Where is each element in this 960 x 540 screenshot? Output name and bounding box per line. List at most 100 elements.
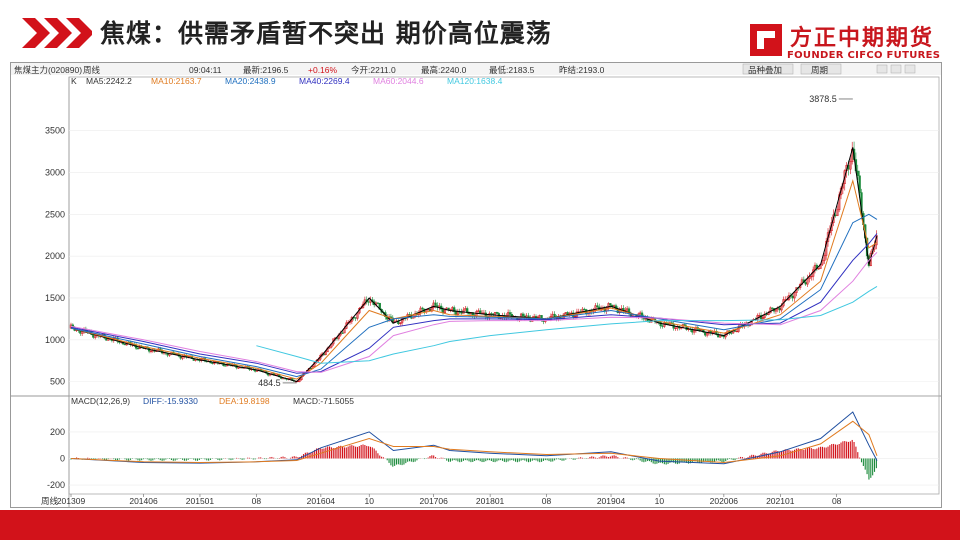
candle-body <box>521 313 525 317</box>
candle-body <box>843 170 846 184</box>
candle-body <box>787 295 791 300</box>
macd-value: MACD:-71.5055 <box>293 396 354 406</box>
candle-body <box>856 170 859 177</box>
candle-body <box>367 301 370 303</box>
x-tick-label: 201501 <box>186 496 215 506</box>
candle-body <box>508 312 512 315</box>
candle-body <box>704 331 707 336</box>
candle-body <box>224 365 227 367</box>
candle-body <box>823 255 826 261</box>
macd-dea: DEA:19.8198 <box>219 396 270 406</box>
footer-band <box>0 510 960 540</box>
candle-body <box>490 313 493 315</box>
candle-body <box>421 307 424 310</box>
macd-name: MACD(12,26,9) <box>71 396 130 406</box>
candle-body <box>298 379 301 382</box>
candle-body <box>804 282 807 285</box>
candle-body <box>123 343 127 346</box>
chart-window: 焦煤主力(020890) 周线 09:04:11 最新:2196.5 +0.16… <box>10 62 942 508</box>
panel-controls[interactable] <box>876 64 916 74</box>
ma-line-ma40 <box>70 233 878 374</box>
candle-body <box>583 308 586 310</box>
candle-body <box>810 276 813 278</box>
x-tick-label: 202101 <box>766 496 795 506</box>
price-annotation: 484.5 <box>258 378 281 388</box>
candle-body <box>341 332 344 334</box>
logo-english-name: FOUNDER CIFCO FUTURES <box>787 50 941 61</box>
legend-ma10: MA10:2163.7 <box>151 76 202 86</box>
x-tick-label: 08 <box>252 496 262 506</box>
candle-body <box>594 305 597 311</box>
price-tick-label: 2500 <box>45 209 65 219</box>
candle-body <box>332 338 335 345</box>
candle-body <box>849 161 852 170</box>
candle-body <box>624 309 627 311</box>
kline-chart: 焦煤主力(020890) 周线 09:04:11 最新:2196.5 +0.16… <box>11 63 941 507</box>
candle-body <box>769 307 772 314</box>
logo-chinese-name: 方正中期期货 <box>790 26 935 51</box>
candle-body <box>399 322 402 325</box>
ma-line-ma20 <box>70 213 878 378</box>
overlay-button[interactable]: 品种叠加 <box>742 63 794 75</box>
x-tick-label: 10 <box>655 496 665 506</box>
candle-body <box>771 307 774 309</box>
legend-ma20: MA20:2438.9 <box>225 76 276 86</box>
quote-high: 最高:2240.0 <box>421 65 467 75</box>
candle-body <box>573 316 577 318</box>
period-button[interactable]: 周期 <box>800 63 842 75</box>
legend-ma120: MA120:1638.4 <box>447 76 503 86</box>
price-tick-label: 1500 <box>45 293 65 303</box>
candle-body <box>806 278 809 285</box>
price-tick-label: 3000 <box>45 167 65 177</box>
candle-body <box>817 268 820 270</box>
macd-legend: MACD(12,26,9) DIFF:-15.9330 DEA:19.8198 … <box>71 396 354 406</box>
x-tick-label: 201801 <box>476 496 505 506</box>
candle-body <box>319 355 322 360</box>
x-tick-label: 10 <box>364 496 374 506</box>
price-tick-label: 500 <box>50 377 65 387</box>
x-tick-label: 201706 <box>420 496 449 506</box>
ma-line-ma10 <box>70 178 878 380</box>
candle-body <box>596 305 599 308</box>
candle-body <box>834 214 837 217</box>
x-tick-label: 201309 <box>57 496 86 506</box>
ma-line-ma5 <box>70 147 878 383</box>
price-tick-label: 1000 <box>45 335 65 345</box>
chevron-arrows-icon <box>22 18 92 48</box>
candle-body <box>454 311 458 315</box>
x-tick-label: 201604 <box>307 496 336 506</box>
candle-body <box>376 302 380 304</box>
candle-body <box>858 175 861 193</box>
candle-body <box>838 194 841 211</box>
x-tick-label: 201406 <box>129 496 158 506</box>
legend-ma40: MA40:2269.4 <box>299 76 350 86</box>
price-tick-label: 3500 <box>45 126 65 136</box>
candle-body <box>674 327 677 329</box>
macd-tick-label: -200 <box>47 480 65 490</box>
quote-time: 09:04:11 <box>189 65 222 75</box>
candle-body <box>237 367 240 369</box>
ma-legend: K MA5:2242.2 MA10:2163.7 MA20:2438.9 MA4… <box>71 76 503 86</box>
period-label: 周线 <box>83 65 101 75</box>
x-tick-label: 08 <box>542 496 552 506</box>
price-annotation: 3878.5 <box>809 94 837 104</box>
x-tick-label: 08 <box>832 496 842 506</box>
candle-body <box>692 330 696 333</box>
quote-low: 最低:2183.5 <box>489 65 535 75</box>
slide-title: 焦煤：供需矛盾暂不突出 期价高位震荡 <box>100 19 552 48</box>
quote-latest: 最新:2196.5 <box>243 65 289 75</box>
macd-tick-label: 200 <box>50 427 65 437</box>
candle-body <box>705 332 709 336</box>
candle-body <box>733 330 737 332</box>
candle-body <box>443 309 447 314</box>
candle-body <box>778 307 781 311</box>
x-tick-label: 202006 <box>710 496 739 506</box>
candle-body <box>354 317 357 319</box>
quote-open: 今开:2211.0 <box>351 65 396 75</box>
candle-body <box>453 307 456 312</box>
candle-body <box>735 331 739 333</box>
candle-body <box>839 187 843 196</box>
candle-body <box>434 302 437 306</box>
ma-line-ma120 <box>256 285 878 364</box>
macd-tick-label: 0 <box>60 453 65 463</box>
